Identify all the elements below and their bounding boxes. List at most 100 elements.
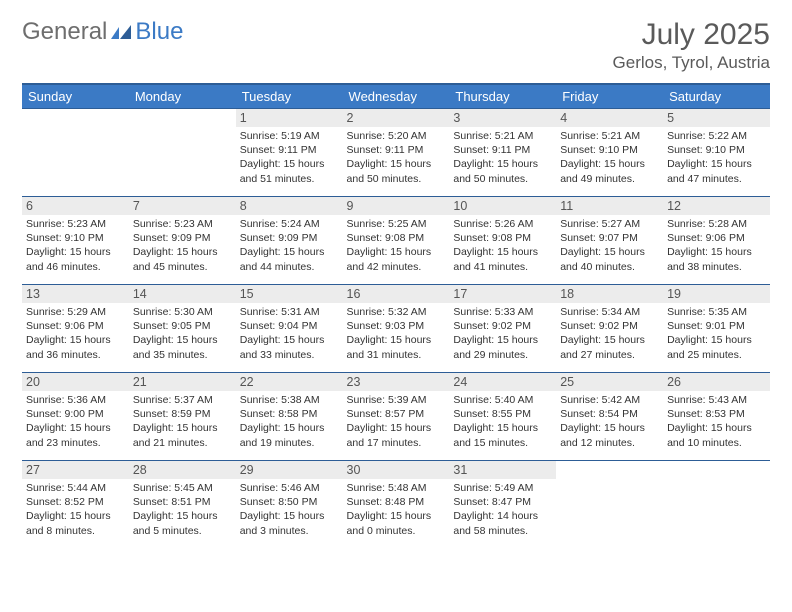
calendar-day-cell: 31 Sunrise: 5:49 AMSunset: 8:47 PMDayligh… [449,461,556,549]
day-number: 4 [556,109,663,127]
day-number: 15 [236,285,343,303]
day-details: Sunrise: 5:27 AMSunset: 9:07 PMDaylight:… [560,217,659,274]
day-details: Sunrise: 5:26 AMSunset: 9:08 PMDaylight:… [453,217,552,274]
day-number: 24 [449,373,556,391]
calendar-day-cell: 28 Sunrise: 5:45 AMSunset: 8:51 PMDayligh… [129,461,236,549]
day-number: 28 [129,461,236,479]
calendar-day-cell: 25 Sunrise: 5:42 AMSunset: 8:54 PMDayligh… [556,373,663,461]
calendar-day-cell: 29 Sunrise: 5:46 AMSunset: 8:50 PMDayligh… [236,461,343,549]
day-details: Sunrise: 5:39 AMSunset: 8:57 PMDaylight:… [347,393,446,450]
weekday-header: Friday [556,84,663,109]
calendar-empty-cell [556,461,663,549]
day-number: 31 [449,461,556,479]
day-details: Sunrise: 5:21 AMSunset: 9:11 PMDaylight:… [453,129,552,186]
calendar-day-cell: 5Sunrise: 5:22 AMSunset: 9:10 PMDaylight… [663,109,770,197]
day-number: 3 [449,109,556,127]
calendar-day-cell: 2 Sunrise: 5:20 AMSunset: 9:11 PMDaylight… [343,109,450,197]
calendar-day-cell: 23 Sunrise: 5:39 AMSunset: 8:57 PMDayligh… [343,373,450,461]
day-number: 26 [663,373,770,391]
day-details: Sunrise: 5:37 AMSunset: 8:59 PMDaylight:… [133,393,232,450]
day-details: Sunrise: 5:48 AMSunset: 8:48 PMDaylight:… [347,481,446,538]
day-details: Sunrise: 5:46 AMSunset: 8:50 PMDaylight:… [240,481,339,538]
calendar-day-cell: 30Sunrise: 5:48 AMSunset: 8:48 PMDayligh… [343,461,450,549]
day-details: Sunrise: 5:35 AMSunset: 9:01 PMDaylight:… [667,305,766,362]
day-details: Sunrise: 5:28 AMSunset: 9:06 PMDaylight:… [667,217,766,274]
calendar-day-cell: 1Sunrise: 5:19 AMSunset: 9:11 PMDaylight… [236,109,343,197]
calendar-day-cell: 15 Sunrise: 5:31 AMSunset: 9:04 PMDayligh… [236,285,343,373]
day-details: Sunrise: 5:23 AMSunset: 9:09 PMDaylight:… [133,217,232,274]
day-number: 23 [343,373,450,391]
day-number: 20 [22,373,129,391]
calendar-empty-cell [22,109,129,197]
calendar-day-cell: 7Sunrise: 5:23 AMSunset: 9:09 PMDaylight… [129,197,236,285]
day-details: Sunrise: 5:44 AMSunset: 8:52 PMDaylight:… [26,481,125,538]
calendar-week-row: 13 Sunrise: 5:29 AMSunset: 9:06 PMDayligh… [22,285,770,373]
day-details: Sunrise: 5:40 AMSunset: 8:55 PMDaylight:… [453,393,552,450]
day-number: 9 [343,197,450,215]
day-number: 16 [343,285,450,303]
day-details: Sunrise: 5:25 AMSunset: 9:08 PMDaylight:… [347,217,446,274]
day-number: 11 [556,197,663,215]
calendar-empty-cell [663,461,770,549]
day-number: 8 [236,197,343,215]
calendar-day-cell: 19 Sunrise: 5:35 AMSunset: 9:01 PMDayligh… [663,285,770,373]
day-number: 1 [236,109,343,127]
day-number: 29 [236,461,343,479]
day-details: Sunrise: 5:33 AMSunset: 9:02 PMDaylight:… [453,305,552,362]
logo-text-a: General [22,18,107,46]
calendar-day-cell: 24 Sunrise: 5:40 AMSunset: 8:55 PMDayligh… [449,373,556,461]
calendar-table: SundayMondayTuesdayWednesdayThursdayFrid… [22,83,770,549]
weekday-header-row: SundayMondayTuesdayWednesdayThursdayFrid… [22,84,770,109]
calendar-week-row: 6Sunrise: 5:23 AMSunset: 9:10 PMDaylight… [22,197,770,285]
day-number: 5 [663,109,770,127]
page-title: July 2025 [613,18,770,51]
day-number: 19 [663,285,770,303]
location-text: Gerlos, Tyrol, Austria [613,53,770,73]
day-number: 18 [556,285,663,303]
calendar-day-cell: 11 Sunrise: 5:27 AMSunset: 9:07 PMDayligh… [556,197,663,285]
day-number: 27 [22,461,129,479]
calendar-week-row: 27 Sunrise: 5:44 AMSunset: 8:52 PMDayligh… [22,461,770,549]
day-details: Sunrise: 5:34 AMSunset: 9:02 PMDaylight:… [560,305,659,362]
weekday-header: Tuesday [236,84,343,109]
day-number: 12 [663,197,770,215]
day-details: Sunrise: 5:45 AMSunset: 8:51 PMDaylight:… [133,481,232,538]
day-number: 25 [556,373,663,391]
calendar-week-row: 1Sunrise: 5:19 AMSunset: 9:11 PMDaylight… [22,109,770,197]
header: General Blue July 2025 Gerlos, Tyrol, Au… [22,18,770,73]
calendar-week-row: 20Sunrise: 5:36 AMSunset: 9:00 PMDayligh… [22,373,770,461]
day-number: 2 [343,109,450,127]
calendar-day-cell: 4 Sunrise: 5:21 AMSunset: 9:10 PMDaylight… [556,109,663,197]
day-details: Sunrise: 5:42 AMSunset: 8:54 PMDaylight:… [560,393,659,450]
weekday-header: Monday [129,84,236,109]
calendar-day-cell: 18 Sunrise: 5:34 AMSunset: 9:02 PMDayligh… [556,285,663,373]
calendar-day-cell: 10Sunrise: 5:26 AMSunset: 9:08 PMDayligh… [449,197,556,285]
calendar-day-cell: 27 Sunrise: 5:44 AMSunset: 8:52 PMDayligh… [22,461,129,549]
weekday-header: Wednesday [343,84,450,109]
weekday-header: Thursday [449,84,556,109]
day-number: 22 [236,373,343,391]
day-number: 21 [129,373,236,391]
calendar-day-cell: 22Sunrise: 5:38 AMSunset: 8:58 PMDayligh… [236,373,343,461]
day-details: Sunrise: 5:24 AMSunset: 9:09 PMDaylight:… [240,217,339,274]
day-details: Sunrise: 5:49 AMSunset: 8:47 PMDaylight:… [453,481,552,538]
day-details: Sunrise: 5:20 AMSunset: 9:11 PMDaylight:… [347,129,446,186]
logo-icon [111,25,133,39]
calendar-day-cell: 9 Sunrise: 5:25 AMSunset: 9:08 PMDaylight… [343,197,450,285]
calendar-day-cell: 12 Sunrise: 5:28 AMSunset: 9:06 PMDayligh… [663,197,770,285]
day-number: 17 [449,285,556,303]
day-details: Sunrise: 5:21 AMSunset: 9:10 PMDaylight:… [560,129,659,186]
calendar-day-cell: 13 Sunrise: 5:29 AMSunset: 9:06 PMDayligh… [22,285,129,373]
calendar-day-cell: 20Sunrise: 5:36 AMSunset: 9:00 PMDayligh… [22,373,129,461]
title-block: July 2025 Gerlos, Tyrol, Austria [613,18,770,73]
calendar-empty-cell [129,109,236,197]
calendar-day-cell: 16Sunrise: 5:32 AMSunset: 9:03 PMDayligh… [343,285,450,373]
day-details: Sunrise: 5:29 AMSunset: 9:06 PMDaylight:… [26,305,125,362]
calendar-day-cell: 17 Sunrise: 5:33 AMSunset: 9:02 PMDayligh… [449,285,556,373]
day-details: Sunrise: 5:30 AMSunset: 9:05 PMDaylight:… [133,305,232,362]
calendar-day-cell: 14Sunrise: 5:30 AMSunset: 9:05 PMDayligh… [129,285,236,373]
calendar-day-cell: 3 Sunrise: 5:21 AMSunset: 9:11 PMDaylight… [449,109,556,197]
calendar-day-cell: 21 Sunrise: 5:37 AMSunset: 8:59 PMDayligh… [129,373,236,461]
day-details: Sunrise: 5:31 AMSunset: 9:04 PMDaylight:… [240,305,339,362]
day-number: 13 [22,285,129,303]
